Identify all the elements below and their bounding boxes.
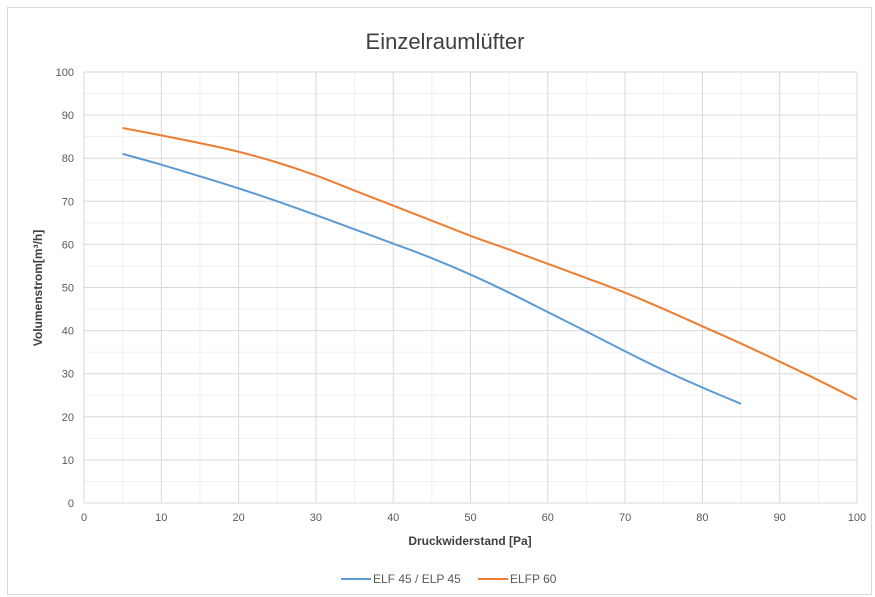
x-tick-label: 0 (81, 512, 87, 524)
gridlines (83, 71, 858, 504)
x-axis-label: Druckwiderstand [Pa] (408, 534, 531, 548)
y-tick-label: 10 (62, 455, 74, 467)
y-tick-label: 80 (62, 153, 74, 165)
x-tick-label: 100 (848, 512, 866, 524)
y-tick-label: 0 (68, 498, 74, 510)
x-tick-label: 60 (542, 512, 554, 524)
y-tick-label: 70 (62, 196, 74, 208)
y-tick-label: 90 (62, 110, 74, 122)
x-tick-label: 10 (155, 512, 167, 524)
series-lines (122, 127, 858, 405)
chart-area (7, 7, 872, 595)
y-tick-label: 100 (56, 67, 74, 79)
x-tick-label: 20 (232, 512, 244, 524)
y-tick-label: 40 (62, 326, 74, 338)
x-axis-ticks: 0 10 20 30 40 50 60 70 80 90 100 (81, 512, 866, 524)
legend-label-1: ELF 45 / ELP 45 (373, 572, 461, 586)
y-axis-ticks: 0 10 20 30 40 50 60 70 80 90 100 (56, 67, 74, 510)
chart-title: Einzelraumlüfter (366, 29, 525, 54)
y-tick-label: 30 (62, 369, 74, 381)
y-tick-label: 60 (62, 239, 74, 251)
legend: ELF 45 / ELP 45 ELFP 60 (341, 572, 557, 586)
y-axis-label: Volumenstrom[m³/h] (31, 230, 45, 346)
x-tick-label: 80 (696, 512, 708, 524)
y-tick-label: 50 (62, 283, 74, 295)
x-tick-label: 70 (619, 512, 631, 524)
series-line-2 (122, 127, 858, 401)
x-tick-label: 40 (387, 512, 399, 524)
series-line-1 (122, 152, 742, 405)
x-tick-label: 50 (464, 512, 476, 524)
legend-label-2: ELFP 60 (510, 572, 557, 586)
x-tick-label: 30 (310, 512, 322, 524)
x-tick-label: 90 (774, 512, 786, 524)
y-tick-label: 20 (62, 412, 74, 424)
